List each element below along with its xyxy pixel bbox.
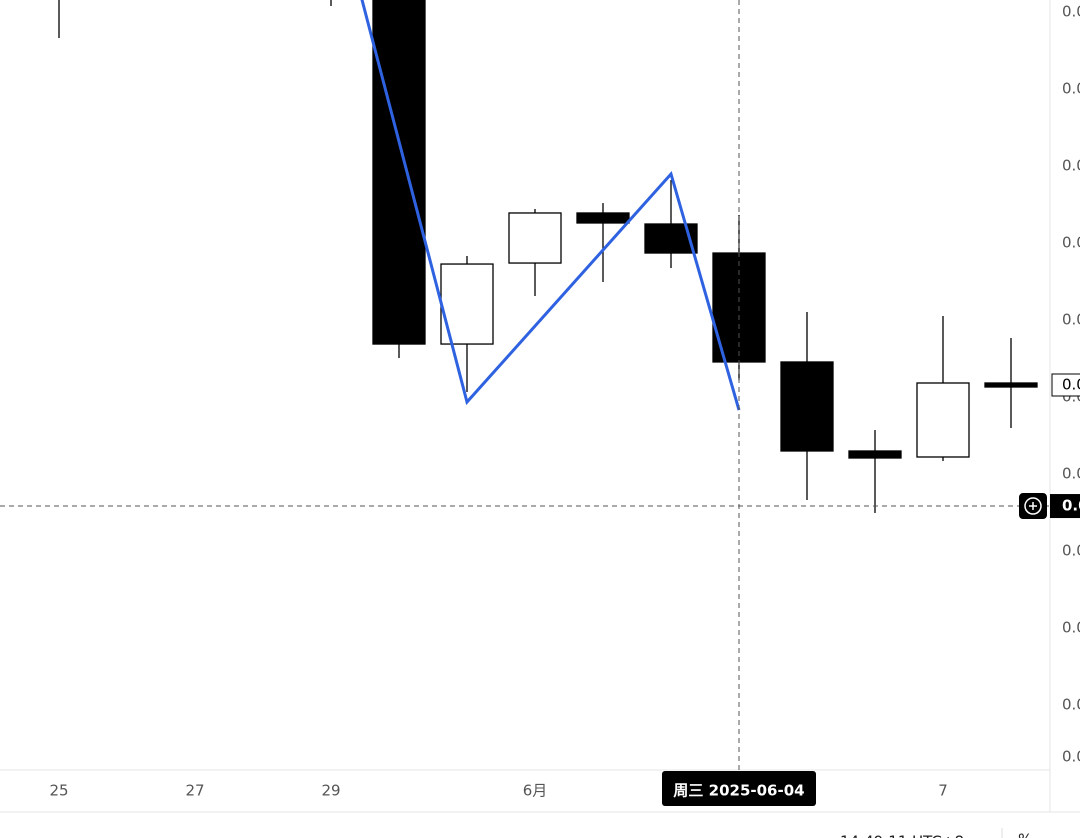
y-tick-label: 0.0 (1062, 619, 1080, 637)
y-tick-label: 0.0 (1062, 157, 1080, 175)
candle-body (372, 0, 426, 345)
candle-body (916, 382, 970, 458)
y-tick-label: 0.0 (1062, 234, 1080, 252)
plot-area (58, 0, 1038, 513)
x-tick-label: 29 (321, 782, 340, 800)
y-tick-label: 0.0 (1062, 311, 1080, 329)
status-percent[interactable]: % (1018, 831, 1032, 838)
y-tick-label: 0.0 (1062, 3, 1080, 21)
x-tick-label: 25 (49, 782, 68, 800)
zigzag-line (360, 0, 741, 411)
y-tick-label: 0.0 (1062, 80, 1080, 98)
y-tick-label: 0.0 (1062, 465, 1080, 483)
candle-body (984, 382, 1038, 388)
crosshair-date-box (662, 771, 816, 806)
y-tick-label: 0.0 (1062, 747, 1080, 765)
x-tick-label: 27 (185, 782, 204, 800)
candle-body (848, 450, 902, 459)
candle-body (508, 212, 562, 264)
add-icon (1024, 497, 1042, 515)
add-icon-plus (1029, 502, 1037, 511)
price-marker-label: 0.0 (1062, 376, 1080, 394)
x-tick-label: 7 (938, 782, 948, 800)
y-tick-label: 0.0 (1062, 542, 1080, 560)
crosshair-price-label: 0.0 (1062, 497, 1080, 515)
candle-body (780, 361, 834, 452)
crosshair-price-box (1050, 494, 1080, 519)
status-time: 14:49:11 UTC+8 (840, 833, 964, 838)
x-tick-label: 6月 (523, 782, 548, 800)
price-marker-box (1051, 373, 1080, 397)
crosshair-date-label: 周三 2025-06-04 (673, 782, 804, 800)
candle-body (576, 212, 630, 224)
y-tick-label: 0.0 (1062, 696, 1080, 714)
